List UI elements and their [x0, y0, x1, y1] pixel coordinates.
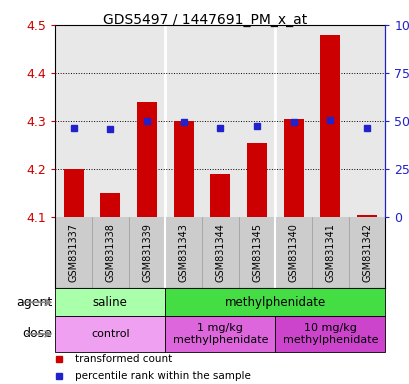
- Text: transformed count: transformed count: [75, 354, 172, 364]
- Text: GSM831338: GSM831338: [105, 223, 115, 282]
- Bar: [165, 316, 275, 352]
- Text: saline: saline: [93, 296, 128, 309]
- Bar: [173, 121, 193, 217]
- Text: dose: dose: [22, 328, 52, 341]
- Bar: [356, 215, 376, 217]
- Text: GSM831342: GSM831342: [361, 223, 371, 282]
- Bar: [63, 169, 83, 217]
- Bar: [55, 316, 165, 352]
- Text: GSM831337: GSM831337: [69, 223, 79, 282]
- Text: GSM831344: GSM831344: [215, 223, 225, 282]
- Text: GDS5497 / 1447691_PM_x_at: GDS5497 / 1447691_PM_x_at: [103, 13, 306, 27]
- Text: 10 mg/kg
methylphenidate: 10 mg/kg methylphenidate: [282, 323, 377, 345]
- Text: GSM831345: GSM831345: [252, 223, 261, 282]
- Bar: [100, 194, 120, 217]
- Bar: [210, 174, 230, 217]
- Text: 1 mg/kg
methylphenidate: 1 mg/kg methylphenidate: [172, 323, 267, 345]
- Bar: [55, 288, 165, 316]
- Bar: [283, 119, 303, 217]
- Bar: [319, 35, 339, 217]
- Text: agent: agent: [16, 296, 52, 309]
- Text: GSM831343: GSM831343: [178, 223, 188, 282]
- Text: GSM831340: GSM831340: [288, 223, 298, 282]
- Text: GSM831339: GSM831339: [142, 223, 152, 282]
- Bar: [165, 288, 384, 316]
- Text: percentile rank within the sample: percentile rank within the sample: [75, 371, 250, 381]
- Text: control: control: [91, 329, 129, 339]
- Text: GSM831341: GSM831341: [325, 223, 335, 282]
- Bar: [246, 143, 267, 217]
- Bar: [137, 102, 157, 217]
- Bar: [275, 316, 384, 352]
- Text: methylphenidate: methylphenidate: [224, 296, 325, 309]
